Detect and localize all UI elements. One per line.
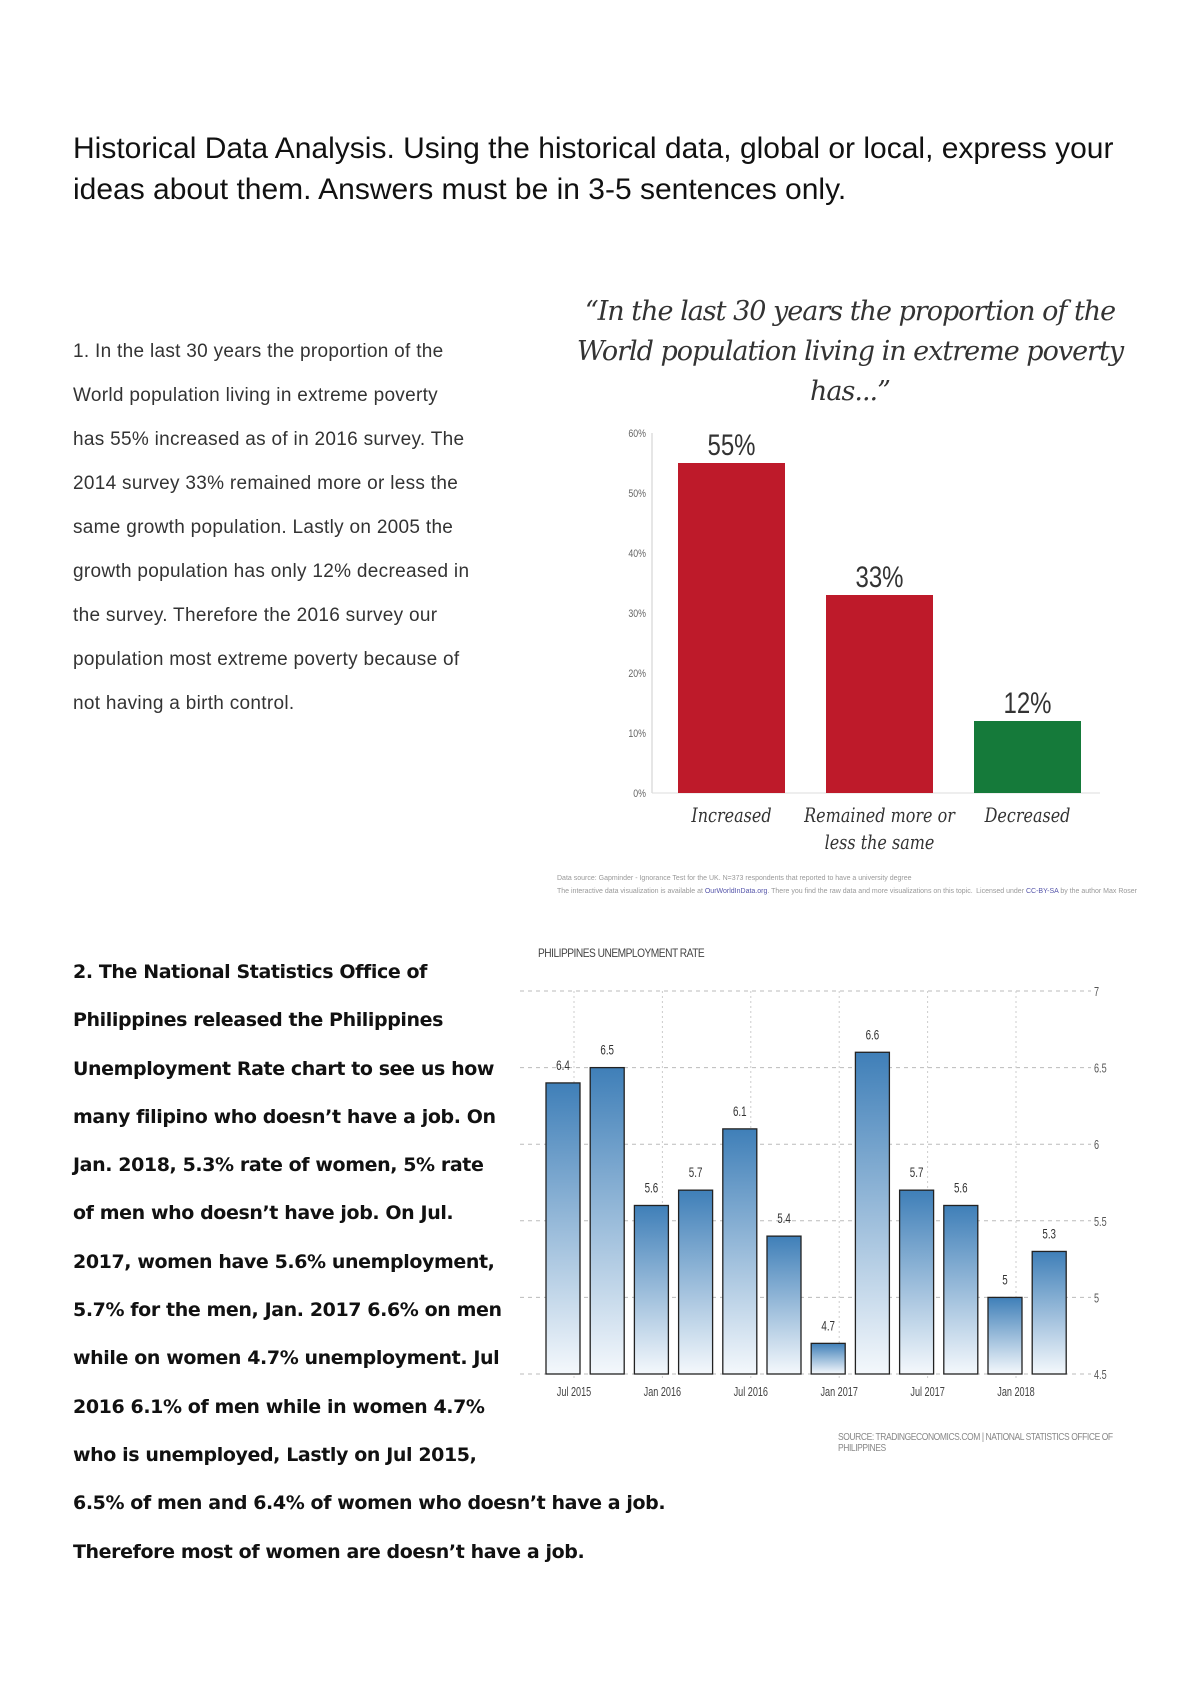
y-tick-label: 30%	[628, 608, 646, 620]
y-tick-label: 20%	[628, 668, 646, 680]
data-label: 6.1	[733, 1103, 747, 1119]
x-tick-label: Jul 2016	[734, 1386, 768, 1400]
y-tick-label: 50%	[628, 488, 646, 500]
category-label: Increased	[691, 804, 772, 827]
source-link[interactable]: OurWorldInData.org	[704, 888, 768, 895]
license-text: Licensed under	[976, 888, 1026, 895]
source-line-1: Data source: Gapminder - Ignorance Test …	[557, 875, 912, 882]
bar	[974, 721, 1081, 793]
y-tick-label: 6	[1094, 1139, 1099, 1153]
answer-1: 1. In the last 30 years the proportion o…	[73, 341, 470, 714]
y-tick-label: 4.5	[1094, 1369, 1107, 1383]
y-tick-label: 0%	[633, 788, 646, 800]
data-label: 12%	[1003, 685, 1051, 719]
data-label: 6.6	[866, 1027, 880, 1043]
category-label: less the same	[825, 831, 935, 854]
y-tick-label: 60%	[628, 428, 646, 440]
data-label: 5.6	[954, 1180, 968, 1196]
y-tick-label: 7	[1094, 986, 1099, 1000]
license-text: by the author Max Roser	[1058, 888, 1137, 895]
data-label: 5.3	[1042, 1226, 1056, 1242]
bar	[943, 1204, 979, 1375]
x-tick-label: Jan 2016	[644, 1386, 681, 1400]
answer-2: 2. The National Statistics Office of Phi…	[73, 961, 666, 1563]
x-tick-label: Jan 2017	[820, 1386, 857, 1400]
unemployment-chart-source: SOURCE: TRADINGECONOMICS.COM | NATIONAL …	[838, 1432, 1113, 1454]
bar	[854, 1051, 891, 1375]
bar	[678, 463, 785, 793]
page-heading: Historical Data Analysis. Using the hist…	[73, 132, 1114, 206]
chart-wrap-spacer	[503, 948, 753, 1453]
bar	[589, 1066, 625, 1375]
unemployment-chart-title: PHILIPPINES UNEMPLOYMENT RATE	[538, 946, 705, 960]
source-text: The interactive data visualization is av…	[557, 888, 705, 895]
data-label: 5.6	[645, 1180, 659, 1196]
data-label: 5.7	[689, 1164, 703, 1180]
y-tick-label: 5	[1094, 1292, 1099, 1306]
data-label: 55%	[707, 427, 755, 461]
source-text: . There you find the raw data and more v…	[767, 888, 973, 895]
license-note: Licensed under CC-BY-SA by the author Ma…	[976, 885, 1137, 898]
category-label: Decreased	[984, 804, 1071, 827]
bar	[633, 1204, 670, 1375]
answer-2-block: 2. The National Statistics Office of Phi…	[73, 948, 753, 1576]
y-tick-label: 6.5	[1094, 1062, 1107, 1076]
poverty-chart-source: Data source: Gapminder - Ignorance Test …	[557, 872, 1137, 898]
data-label: 6.5	[600, 1042, 614, 1058]
y-tick-label: 5.5	[1094, 1215, 1107, 1229]
data-label: 6.4	[556, 1057, 570, 1073]
bar	[898, 1189, 935, 1375]
bar	[722, 1128, 758, 1375]
bar	[826, 595, 933, 793]
bar	[1031, 1250, 1067, 1375]
data-label: 5	[1002, 1272, 1008, 1288]
y-tick-label: 40%	[628, 548, 646, 560]
license-link[interactable]: CC-BY-SA	[1025, 888, 1059, 895]
data-label: 5.7	[910, 1164, 924, 1180]
x-tick-label: Jan 2018	[997, 1386, 1034, 1400]
poverty-chart-title: “In the last 30 years the proportion of …	[576, 296, 1124, 407]
x-tick-label: Jul 2015	[557, 1386, 591, 1400]
x-tick-label: Jul 2017	[910, 1386, 944, 1400]
data-label: 5.4	[777, 1210, 791, 1226]
source-line-2: The interactive data visualization is av…	[557, 885, 1137, 898]
y-tick-label: 10%	[628, 728, 646, 740]
data-label: 33%	[855, 559, 903, 593]
bar	[766, 1235, 802, 1375]
bar	[810, 1342, 846, 1375]
bar	[545, 1082, 581, 1375]
category-label: Remained more or	[803, 804, 956, 827]
data-label: 4.7	[821, 1318, 835, 1334]
bar	[677, 1189, 714, 1375]
bar	[987, 1296, 1023, 1375]
